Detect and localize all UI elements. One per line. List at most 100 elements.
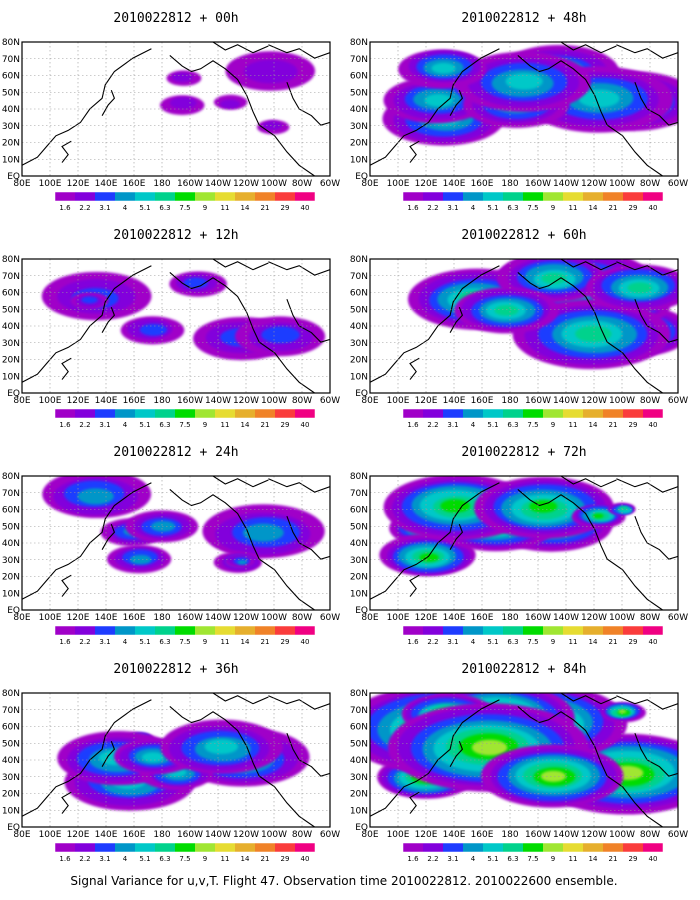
y-tick-label: 80N: [350, 255, 368, 265]
coastline: [517, 705, 663, 827]
legend-level-label: 29: [629, 638, 638, 646]
legend-frame: [402, 842, 664, 853]
legend-swatch: [423, 843, 443, 852]
x-tick-label: 80W: [640, 613, 660, 623]
legend-swatch: [403, 843, 423, 852]
legend-swatch: [463, 626, 483, 635]
y-tick-label: 70N: [2, 272, 20, 282]
figure-caption: Signal Variance for u,v,T. Flight 47. Ob…: [70, 874, 617, 888]
y-tick-label: 10N: [2, 155, 20, 165]
legend-level-label: 9: [203, 421, 207, 429]
x-tick-label: 160W: [525, 179, 551, 189]
legend-level-label: 2.2: [79, 638, 90, 646]
legend-level-label: 3.1: [99, 204, 110, 212]
map-frame: [369, 692, 679, 828]
y-tick-label: 10N: [350, 806, 368, 816]
map-frame: [369, 258, 679, 394]
y-tick-label: 40N: [2, 539, 20, 549]
legend-swatch: [603, 192, 623, 201]
legend-swatch: [543, 192, 563, 201]
legend-level-label: 2.2: [79, 855, 90, 863]
coastline: [61, 357, 72, 380]
panel-title: 2010022812 + 36h: [113, 662, 238, 677]
legend-level-label: 1.6: [59, 204, 71, 212]
y-tick-label: 60N: [350, 289, 368, 299]
legend-level-label: 14: [241, 638, 250, 646]
x-tick-label: 160W: [177, 613, 203, 623]
legend-level-label: 3.1: [447, 421, 458, 429]
y-tick-label: 30N: [2, 556, 20, 566]
legend-level-label: 6.3: [507, 855, 518, 863]
y-tick-label: 10N: [350, 155, 368, 165]
coastline: [22, 265, 152, 383]
x-tick-label: 100E: [39, 396, 62, 406]
legend-swatch: [463, 192, 483, 201]
panel: 2010022812 + 72h 80E 100E 120E 140E 160E 180 16…: [350, 445, 688, 646]
legend-swatch: [275, 192, 295, 201]
variance-contour: [237, 560, 248, 565]
legend-swatch: [503, 626, 523, 635]
y-tick-label: 30N: [2, 339, 20, 349]
y-tick-label: EQ: [355, 172, 368, 182]
legend-level-label: 21: [261, 421, 270, 429]
y-tick-label: 50N: [350, 522, 368, 532]
legend-swatch: [135, 843, 155, 852]
coastline: [268, 695, 330, 710]
x-tick-label: 80W: [292, 179, 312, 189]
x-tick-label: 160W: [177, 396, 203, 406]
legend-swatch: [543, 843, 563, 852]
legend-level-label: 29: [629, 855, 638, 863]
legend-level-label: 7.5: [179, 204, 190, 212]
x-tick-label: 120W: [233, 613, 259, 623]
legend-swatch: [275, 409, 295, 418]
x-tick-label: 160W: [525, 613, 551, 623]
legend-swatch: [135, 409, 155, 418]
legend-level-label: 6.3: [507, 638, 518, 646]
legend-level-label: 29: [281, 638, 290, 646]
x-tick-label: 80E: [361, 613, 378, 623]
legend-level-label: 3.1: [99, 638, 110, 646]
panel: 2010022812 + 00h 80E 100E 120E 140E 160E 180 16…: [2, 11, 340, 212]
coastline: [449, 524, 464, 550]
legend-level-label: 2.2: [79, 204, 90, 212]
x-tick-label: 60W: [668, 613, 688, 623]
y-tick-label: 30N: [350, 122, 368, 132]
y-tick-label: 40N: [2, 756, 20, 766]
legend-swatch: [503, 192, 523, 201]
variance-contour: [262, 121, 282, 130]
legend-swatch: [215, 626, 235, 635]
x-tick-label: 80E: [361, 396, 378, 406]
x-tick-label: 80E: [361, 830, 378, 840]
x-tick-label: 140E: [443, 179, 466, 189]
coastline: [370, 48, 500, 166]
x-tick-label: 100W: [609, 396, 635, 406]
x-tick-label: 100W: [609, 179, 635, 189]
y-tick-label: 10N: [2, 372, 20, 382]
variance-field: [370, 693, 678, 827]
legend-swatch: [195, 843, 215, 852]
legend-level-label: 1.6: [407, 421, 419, 429]
y-tick-label: 80N: [2, 689, 20, 699]
variance-field: [370, 259, 678, 393]
y-tick-label: 80N: [2, 38, 20, 48]
x-tick-label: 160E: [471, 613, 494, 623]
x-tick-label: 120E: [415, 830, 438, 840]
y-tick-label: 80N: [2, 472, 20, 482]
coastline: [61, 574, 72, 597]
legend-swatch: [215, 843, 235, 852]
variance-field: [370, 476, 678, 610]
y-tick-label: 20N: [2, 356, 20, 366]
x-tick-label: 180: [501, 179, 518, 189]
map-frame: [21, 475, 331, 611]
x-tick-label: 160E: [123, 830, 146, 840]
legend-level-label: 14: [589, 638, 598, 646]
legend-swatch: [155, 843, 175, 852]
legend-swatch: [295, 843, 315, 852]
legend-swatch: [523, 409, 543, 418]
legend-swatch: [55, 192, 75, 201]
panel: 2010022812 + 12h 80E 100E 120E 140E 160E 180 16…: [2, 228, 340, 429]
variance-contour: [578, 89, 620, 108]
coastline: [409, 357, 420, 380]
legend-level-label: 4: [123, 421, 128, 429]
legend-level-label: 40: [649, 421, 658, 429]
